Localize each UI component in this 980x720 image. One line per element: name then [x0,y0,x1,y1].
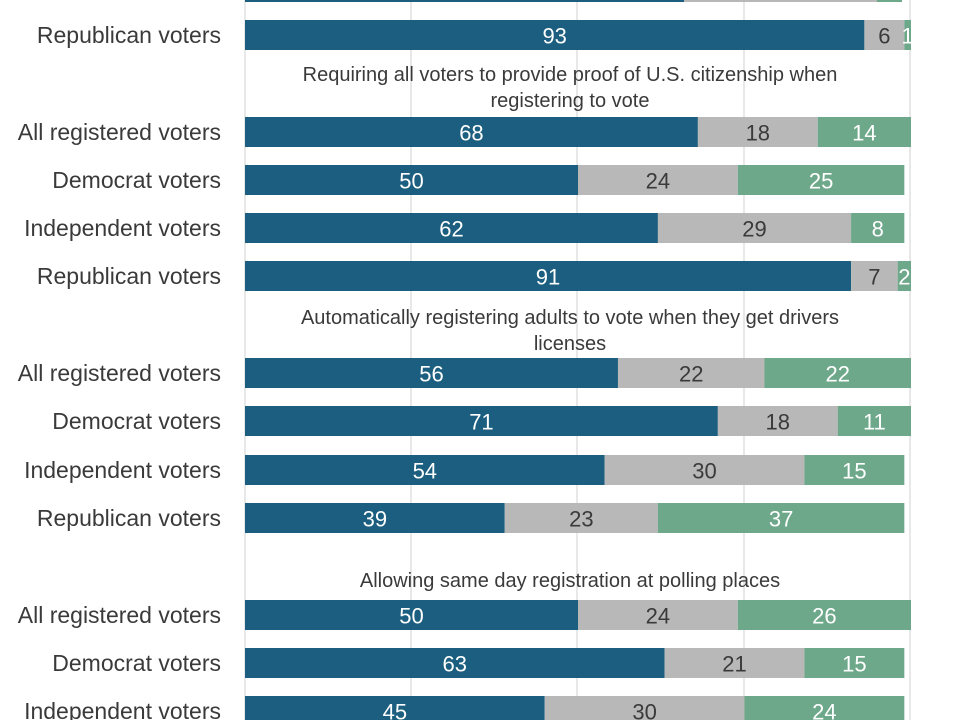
bar-segment-g2-r0-s0 [245,358,618,388]
category-label: Republican voters [37,22,221,48]
bar-segment-g1-r0-s2 [817,117,911,147]
value-label: 30 [692,459,716,484]
bar-segment-g2-r2-s1 [604,455,805,485]
bar-segment-g3-r1-s1 [664,648,805,678]
value-label: 54 [413,459,437,484]
category-label: Democrat voters [52,167,221,193]
value-label: 93 [542,24,566,49]
bar-segment-g2-r1-s1 [717,406,838,436]
category-label: All registered voters [18,119,221,145]
bar-segment-g1-r1-s1 [578,165,738,195]
value-label: 1 [902,24,914,49]
bar-segment-g3-r2-s2 [744,696,905,720]
value-label: 37 [769,507,793,532]
category-label: Democrat voters [52,650,221,676]
value-label: 6 [878,24,890,49]
value-label: 68 [459,121,483,146]
value-label: 15 [842,459,866,484]
bar-segment-g2-r2-s2 [804,455,905,485]
value-label: 30 [632,700,656,720]
value-label: 26 [812,604,836,629]
bars [245,20,911,720]
bar-segment-g3-r2-s0 [245,696,545,720]
value-label: 21 [722,652,746,677]
bar-segment-g1-r1-s0 [245,165,578,195]
bar-segment-g3-r0-s2 [737,600,911,630]
group-title-3-line-0: Allowing same day registration at pollin… [360,570,780,592]
value-label: 29 [742,217,766,242]
bar-segment-g2-r3-s0 [245,503,505,533]
partial-bar-segment-2 [684,0,877,2]
bar-segment-g3-r0-s1 [578,600,738,630]
category-label: Republican voters [37,505,221,531]
bar-segment-g3-r1-s0 [245,648,665,678]
value-label: 24 [646,604,670,629]
bar-segment-g0-r0-s2 [904,20,911,50]
value-label: 11 [863,410,886,435]
value-label: 45 [383,700,407,720]
value-label: 7 [868,265,880,290]
value-label: 24 [812,700,836,720]
value-label: 56 [419,362,443,387]
bar-segment-g1-r2-s0 [245,213,658,243]
value-label: 15 [842,652,866,677]
bar-segment-g2-r1-s0 [245,406,718,436]
value-label: 18 [766,410,790,435]
bar-segment-g1-r0-s1 [697,117,818,147]
value-label: 39 [363,507,387,532]
bar-segment-g1-r3-s1 [851,261,898,291]
bar-segment-g2-r1-s2 [837,406,911,436]
value-label: 22 [679,362,703,387]
category-label: Democrat voters [52,408,221,434]
category-label: Independent voters [24,698,221,720]
bar-segment-g1-r2-s1 [657,213,852,243]
category-label: Independent voters [24,215,221,241]
bar-segment-g3-r2-s1 [544,696,745,720]
value-label: 91 [536,265,560,290]
labels: Republican voters 93 6 1 Requiring all voter… [18,22,914,720]
bar-segment-g3-r0-s0 [245,600,578,630]
bar-segment-g1-r3-s0 [245,261,852,291]
value-label: 25 [809,169,833,194]
bar-segment-g2-r0-s1 [617,358,765,388]
value-label: 2 [898,265,910,290]
category-label: Independent voters [24,457,221,483]
bar-segment-g2-r3-s1 [504,503,658,533]
partial-top-bar [245,0,902,2]
value-label: 24 [646,169,670,194]
bar-segment-g0-r0-s0 [245,20,865,50]
bar-segment-g1-r1-s2 [737,165,905,195]
value-label: 14 [852,121,876,146]
value-label: 22 [825,362,849,387]
category-label: All registered voters [18,360,221,386]
value-label: 50 [399,604,423,629]
value-label: 23 [569,507,593,532]
value-label: 71 [469,410,493,435]
bar-segment-g0-r0-s1 [864,20,905,50]
bar-segment-g1-r0-s0 [245,117,698,147]
value-label: 18 [746,121,770,146]
value-label: 62 [439,217,463,242]
bar-segment-g2-r0-s2 [764,358,911,388]
value-label: 50 [399,169,423,194]
category-label: All registered voters [18,602,221,628]
value-label: 8 [872,217,884,242]
group-title-1-line-0: Requiring all voters to provide proof of… [303,64,838,86]
group-title-2-line-1: licenses [534,333,606,355]
value-label: 63 [443,652,467,677]
partial-bar-segment-3 [877,0,902,2]
bar-segment-g2-r2-s0 [245,455,605,485]
category-label: Republican voters [37,263,221,289]
bar-segment-g3-r1-s2 [804,648,905,678]
bar-segment-g1-r3-s2 [897,261,911,291]
bar-segment-g2-r3-s2 [657,503,905,533]
group-title-1-line-1: registering to vote [491,90,650,112]
partial-bar-segment-1 [245,0,684,2]
bar-segment-g1-r2-s2 [851,213,905,243]
group-title-2-line-0: Automatically registering adults to vote… [301,307,839,329]
